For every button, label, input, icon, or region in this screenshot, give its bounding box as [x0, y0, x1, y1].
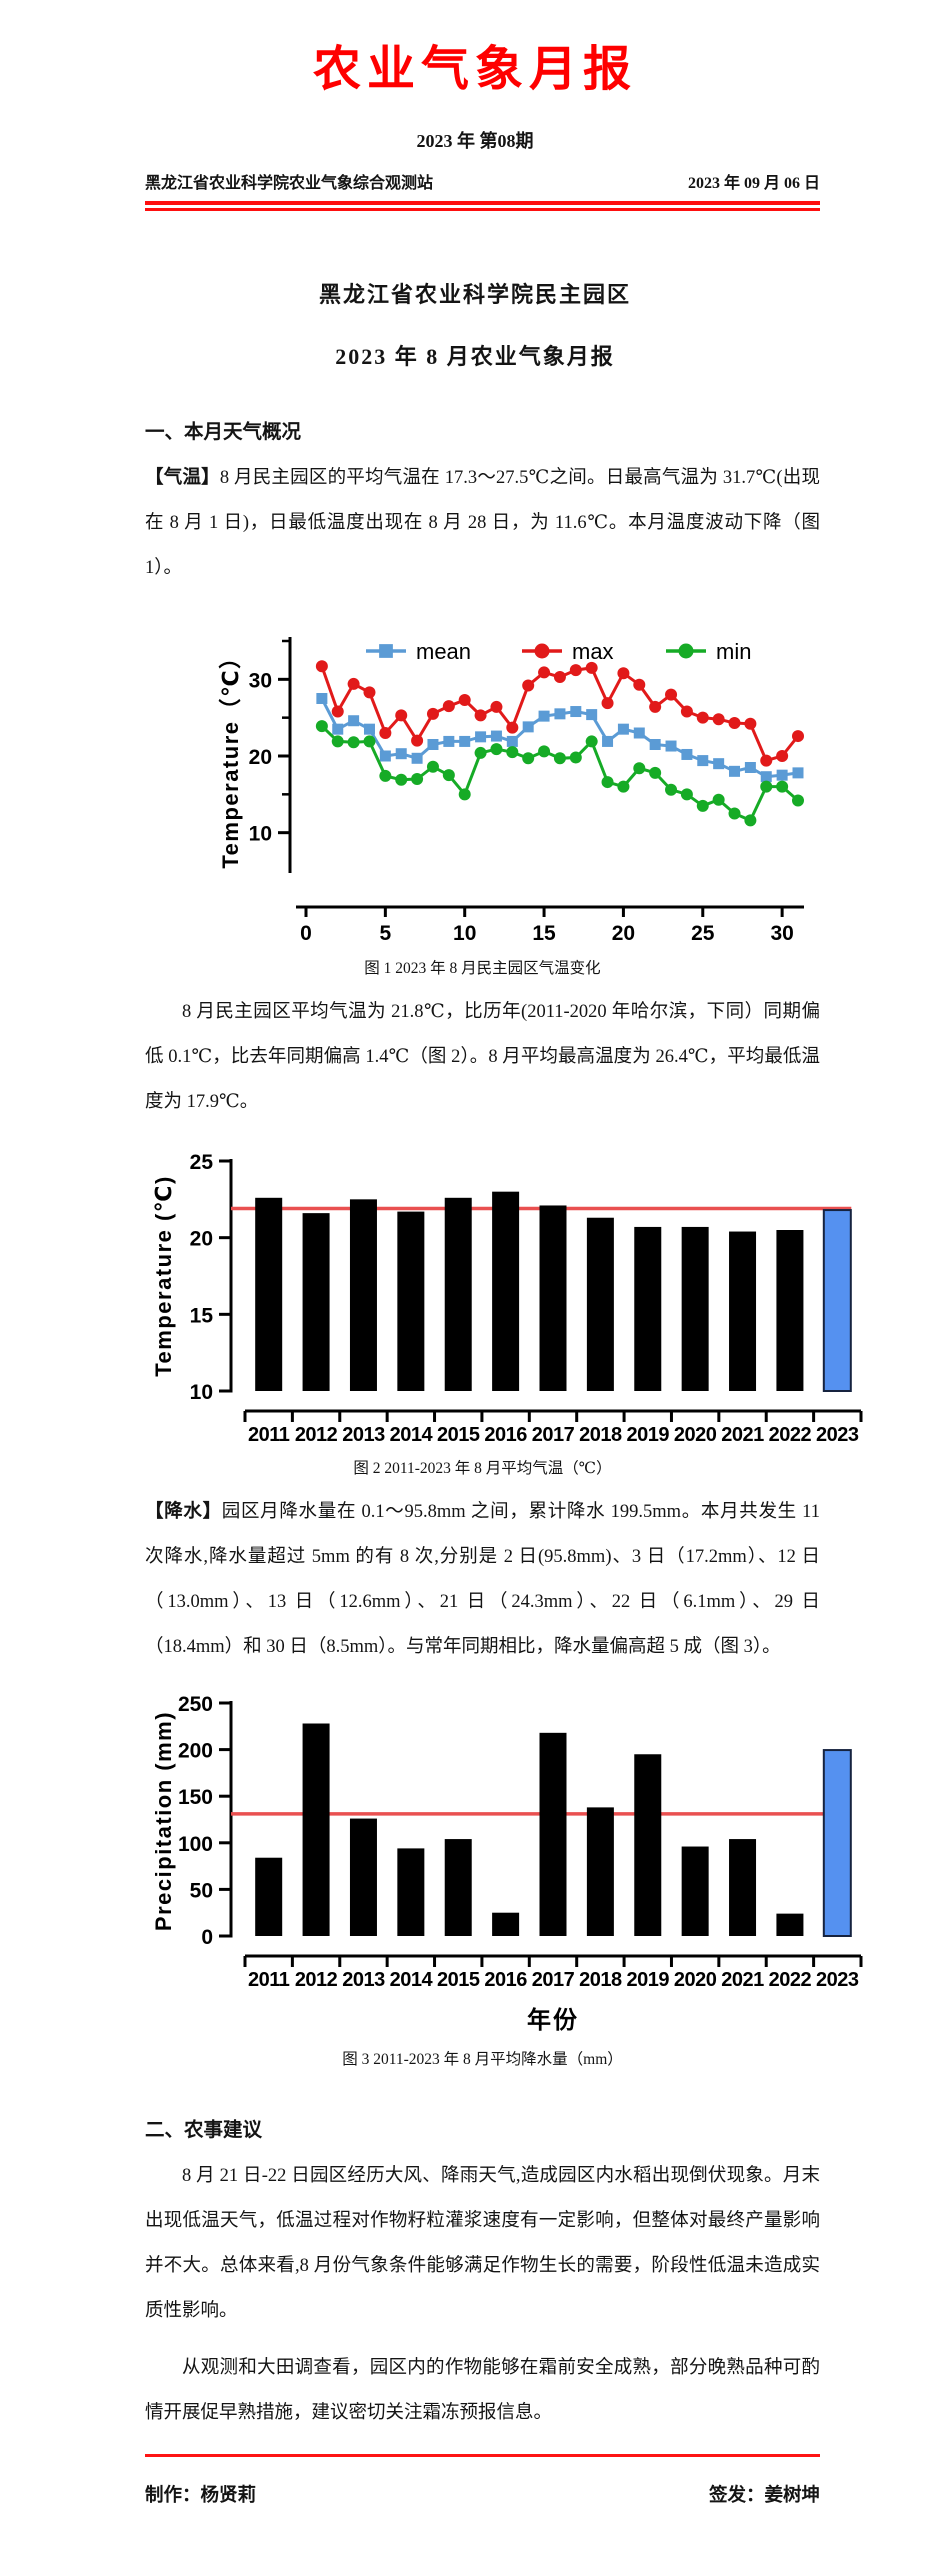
producer-label: 制作：杨贤莉 [145, 2485, 257, 2506]
svg-text:max: max [572, 639, 614, 664]
svg-text:2012: 2012 [294, 1969, 337, 1991]
svg-text:10: 10 [189, 1381, 212, 1404]
report-title-line1: 黑龙江省农业科学院民主园区 [318, 281, 631, 307]
org-name: 黑龙江省农业科学院农业气象综合观测站 [145, 174, 434, 192]
section-1-heading: 一、本月天气概况 [145, 421, 302, 443]
svg-text:30: 30 [770, 922, 793, 945]
svg-text:150: 150 [177, 1786, 212, 1809]
svg-text:2016: 2016 [484, 1424, 527, 1446]
figure-1-caption: 图 1 2023 年 8 月民主园区气温变化 [364, 959, 601, 977]
svg-text:2014: 2014 [389, 1969, 433, 1991]
issue-date: 2023 年 09 月 06 日 [687, 174, 820, 192]
svg-text:2018: 2018 [579, 1424, 622, 1446]
temperature-comparison-paragraph: 8 月民主园区平均气温为 21.8℃，比历年(2011-2020 年哈尔滨，下同… [145, 1001, 820, 1112]
svg-text:2017: 2017 [531, 1424, 574, 1446]
svg-text:年份: 年份 [527, 2006, 579, 2034]
svg-text:min: min [716, 639, 751, 664]
report-body: 一、本月天气概况 【气温】8 月民主园区的平均气温在 17.3～27.5℃之间。… [145, 415, 862, 2507]
svg-text:2011: 2011 [247, 1424, 289, 1446]
svg-text:2013: 2013 [342, 1424, 385, 1446]
report-title-line2: 2023 年 8 月农业气象月报 [335, 343, 615, 369]
precipitation-paragraph: 【降水】园区月降水量在 0.1～95.8mm 之间，累计降水 199.5mm。本… [145, 1490, 820, 1670]
footer-row: 制作：杨贤莉 签发：姜树坤 [145, 2481, 820, 2507]
temperature-text: 8 月民主园区的平均气温在 17.3～27.5℃之间。日最高气温为 31.7℃(… [145, 467, 820, 578]
svg-text:20: 20 [189, 1227, 212, 1250]
svg-text:mean: mean [416, 639, 471, 664]
svg-text:2012: 2012 [294, 1424, 337, 1446]
svg-text:2021: 2021 [721, 1969, 764, 1991]
footer-rule [145, 2453, 820, 2457]
figure-1: 10 20 30 Temperature（℃） 0 5 10 15 20 25 30 mean max m… [145, 607, 820, 952]
svg-text:200: 200 [177, 1739, 212, 1762]
precipitation-tag: 【降水】 [145, 1501, 222, 1522]
precipitation-bar-chart: 0 50 100 150 200 250 Precipitation (mm) 2011 201… [93, 1686, 873, 2043]
rule-thin [145, 207, 820, 211]
svg-text:Temperature（℃）: Temperature（℃） [218, 645, 243, 868]
svg-text:30: 30 [248, 669, 271, 692]
temperature-paragraph: 【气温】8 月民主园区的平均气温在 17.3～27.5℃之间。日最高气温为 31… [145, 456, 820, 591]
masthead-title: 农业气象月报 [312, 43, 637, 96]
svg-text:2016: 2016 [484, 1969, 527, 1991]
svg-text:2022: 2022 [768, 1424, 811, 1446]
svg-text:2017: 2017 [531, 1969, 574, 1991]
header-org-row: 黑龙江省农业科学院农业气象综合观测站 2023 年 09 月 06 日 [145, 169, 820, 193]
precipitation-text: 园区月降水量在 0.1～95.8mm 之间，累计降水 199.5mm。本月共发生… [145, 1501, 820, 1657]
svg-text:100: 100 [177, 1833, 212, 1856]
advice-paragraph-2: 从观测和大田调查看，园区内的作物能够在霜前安全成熟，部分晚熟品种可酌情开展促早熟… [145, 2357, 820, 2423]
svg-text:15: 15 [532, 922, 556, 945]
svg-text:20: 20 [248, 746, 271, 769]
svg-text:2011: 2011 [247, 1969, 289, 1991]
svg-text:2015: 2015 [436, 1424, 479, 1446]
svg-text:2023: 2023 [816, 1969, 859, 1991]
svg-text:2013: 2013 [342, 1969, 385, 1991]
svg-text:Precipitation (mm): Precipitation (mm) [151, 1711, 176, 1931]
svg-text:2023: 2023 [816, 1424, 859, 1446]
svg-text:25: 25 [691, 922, 715, 945]
svg-text:2021: 2021 [721, 1424, 764, 1446]
svg-text:0: 0 [300, 922, 312, 945]
svg-text:10: 10 [453, 922, 476, 945]
svg-text:250: 250 [177, 1693, 212, 1716]
header-double-rule [145, 200, 820, 211]
figure-2-caption: 图 2 2011-2023 年 8 月平均气温（℃） [353, 1459, 612, 1477]
svg-text:Temperature (℃): Temperature (℃) [151, 1175, 176, 1377]
svg-text:50: 50 [189, 1879, 212, 1902]
svg-text:2020: 2020 [673, 1969, 716, 1991]
issuer-label: 签发：姜树坤 [708, 2485, 820, 2506]
svg-text:20: 20 [611, 922, 634, 945]
svg-text:15: 15 [189, 1304, 213, 1327]
svg-text:5: 5 [379, 922, 391, 945]
section-2-heading: 二、农事建议 [145, 2119, 263, 2141]
svg-text:0: 0 [201, 1926, 213, 1949]
svg-text:2015: 2015 [436, 1969, 479, 1991]
advice-paragraph-1: 8 月 21 日-22 日园区经历大风、降雨天气,造成园区内水稻出现倒伏现象。月… [145, 2165, 820, 2321]
figure-3-caption: 图 3 2011-2023 年 8 月平均降水量（mm） [342, 2050, 623, 2068]
svg-text:2018: 2018 [579, 1969, 622, 1991]
svg-text:2019: 2019 [626, 1969, 669, 1991]
svg-text:25: 25 [189, 1151, 213, 1174]
avg-temperature-bar-chart: 10 15 20 25 Temperature (℃) 2011 2012 2013 2014 2… [93, 1141, 873, 1452]
temperature-tag: 【气温】 [145, 467, 220, 488]
figure-3: 0 50 100 150 200 250 Precipitation (mm) 2011 201… [145, 1686, 862, 2043]
rule-thick [145, 200, 820, 205]
issue-line: 2023 年 第08期 [416, 130, 534, 151]
svg-text:2019: 2019 [626, 1424, 669, 1446]
svg-text:2020: 2020 [673, 1424, 716, 1446]
svg-text:2022: 2022 [768, 1969, 811, 1991]
temperature-line-chart: 10 20 30 Temperature（℃） 0 5 10 15 20 25 30 mean max m… [138, 607, 828, 952]
figure-2: 10 15 20 25 Temperature (℃) 2011 2012 2013 2014 2… [145, 1141, 862, 1452]
svg-text:10: 10 [248, 822, 271, 845]
svg-text:2014: 2014 [389, 1424, 433, 1446]
